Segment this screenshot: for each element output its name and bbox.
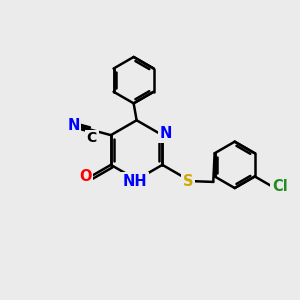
Text: O: O (79, 169, 91, 184)
Text: S: S (183, 174, 194, 189)
Text: NH: NH (123, 174, 148, 189)
Text: N: N (160, 126, 172, 141)
Text: C: C (87, 131, 97, 145)
Text: N: N (67, 118, 80, 133)
Text: Cl: Cl (272, 178, 288, 194)
